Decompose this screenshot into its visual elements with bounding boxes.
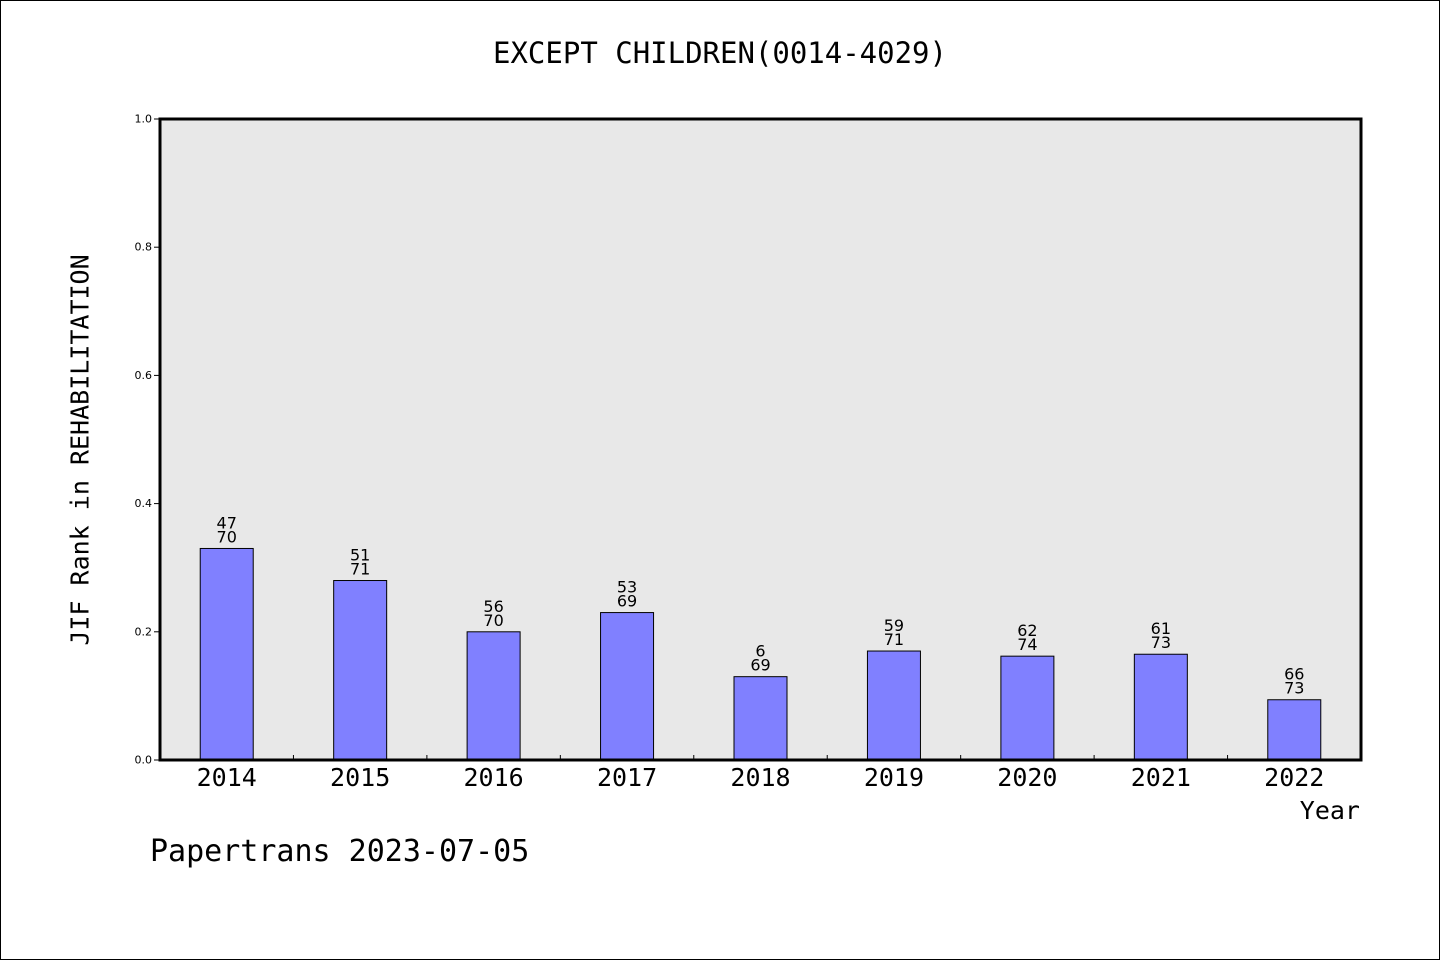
y-tick-label: 0.2 [135, 625, 153, 638]
bar-label-rank: 62 [1017, 621, 1037, 640]
chart-title: EXCEPT CHILDREN(0014-4029) [493, 36, 947, 70]
x-tick-label: 2015 [330, 763, 390, 792]
x-tick-label: 2018 [730, 763, 790, 792]
x-tick-label: 2021 [1131, 763, 1191, 792]
bar [1267, 699, 1322, 761]
x-tick-label: 2014 [197, 763, 257, 792]
y-tick-label: 1.0 [135, 113, 153, 126]
bar [866, 650, 921, 761]
x-tick-label: 2019 [864, 763, 924, 792]
bar [733, 676, 788, 761]
bar-label-rank: 66 [1284, 665, 1304, 684]
bar-label-rank: 59 [884, 616, 904, 635]
x-tick-label: 2016 [464, 763, 524, 792]
bar-label-total: 69 [617, 592, 637, 611]
y-tick-label: 0.4 [135, 497, 153, 510]
x-tick-label: 2020 [997, 763, 1057, 792]
bar-label-rank: 56 [483, 597, 503, 616]
bar-label-rank: 53 [617, 578, 637, 597]
bar-label-total: 71 [884, 630, 904, 649]
plot-border [158, 117, 1363, 762]
x-tick-label: 2017 [597, 763, 657, 792]
bar [1133, 653, 1188, 761]
bar-label-rank: 51 [350, 546, 370, 565]
bar [466, 631, 521, 761]
bar-label-total: 71 [350, 560, 370, 579]
y-tick-label: 0.0 [135, 754, 153, 767]
bar-label-total: 73 [1284, 679, 1304, 698]
bar-label-total: 73 [1151, 633, 1171, 652]
bar [199, 547, 254, 761]
bar-label-rank: 6 [755, 642, 765, 661]
x-axis-label: Year [1299, 796, 1360, 825]
x-tick-label: 2022 [1264, 763, 1324, 792]
bar-label-rank: 47 [217, 513, 237, 532]
bar-label-total: 70 [217, 527, 237, 546]
bar-label-total: 69 [750, 656, 770, 675]
footer-note: Papertrans 2023-07-05 [150, 834, 530, 869]
y-tick-label: 0.6 [135, 369, 153, 382]
bar-label-total: 70 [483, 611, 503, 630]
bar [600, 612, 655, 761]
y-tick-label: 0.8 [135, 241, 153, 254]
bar [333, 580, 388, 761]
bar-label-total: 74 [1017, 635, 1037, 654]
bar [1000, 655, 1055, 761]
bar-label-rank: 61 [1151, 619, 1171, 638]
